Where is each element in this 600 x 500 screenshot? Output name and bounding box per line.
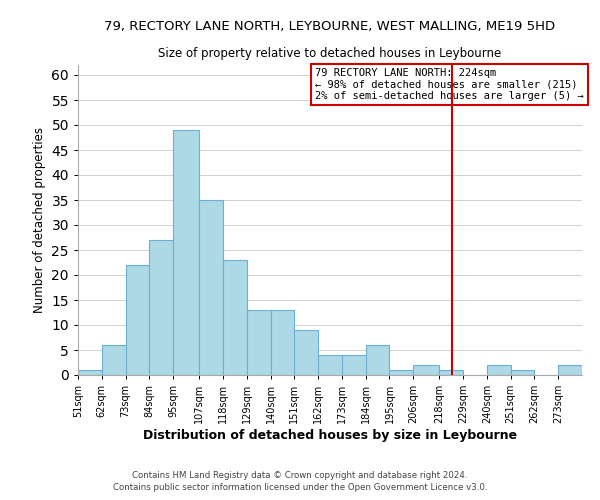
Text: 79, RECTORY LANE NORTH, LEYBOURNE, WEST MALLING, ME19 5HD: 79, RECTORY LANE NORTH, LEYBOURNE, WEST …: [104, 20, 556, 33]
X-axis label: Distribution of detached houses by size in Leybourne: Distribution of detached houses by size …: [143, 429, 517, 442]
Bar: [199, 200, 223, 375]
Y-axis label: Number of detached properties: Number of detached properties: [33, 127, 46, 313]
Text: 79 RECTORY LANE NORTH: 224sqm
← 98% of detached houses are smaller (215)
2% of s: 79 RECTORY LANE NORTH: 224sqm ← 98% of d…: [315, 68, 584, 102]
Bar: [149, 240, 173, 375]
Bar: [223, 260, 247, 375]
Bar: [271, 310, 295, 375]
Bar: [558, 365, 582, 375]
Text: Contains HM Land Registry data © Crown copyright and database right 2024.: Contains HM Land Registry data © Crown c…: [132, 471, 468, 480]
Bar: [342, 355, 365, 375]
Bar: [78, 370, 102, 375]
Bar: [318, 355, 342, 375]
Bar: [365, 345, 389, 375]
Bar: [247, 310, 271, 375]
Bar: [295, 330, 318, 375]
Bar: [487, 365, 511, 375]
Bar: [389, 370, 413, 375]
Bar: [511, 370, 535, 375]
Bar: [102, 345, 125, 375]
Bar: [439, 370, 463, 375]
Bar: [125, 265, 149, 375]
Bar: [413, 365, 439, 375]
Text: Contains public sector information licensed under the Open Government Licence v3: Contains public sector information licen…: [113, 484, 487, 492]
Bar: [173, 130, 199, 375]
Text: Size of property relative to detached houses in Leybourne: Size of property relative to detached ho…: [158, 48, 502, 60]
